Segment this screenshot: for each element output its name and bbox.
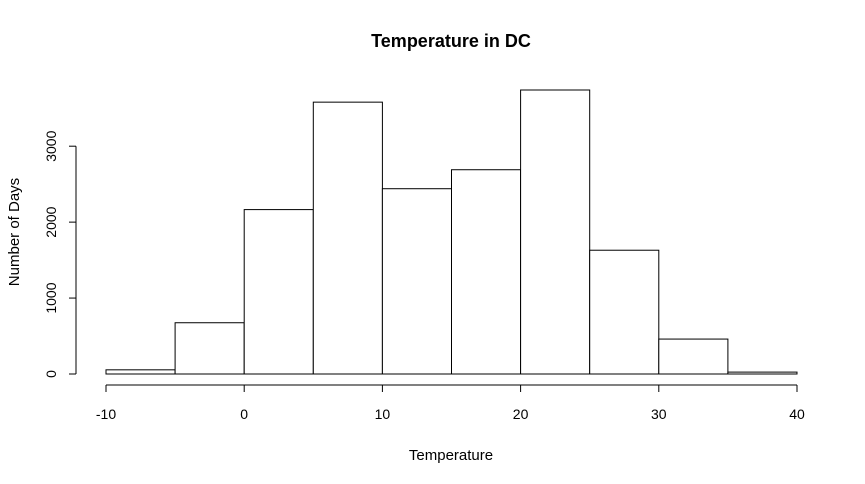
- histogram-bar-7: [589, 249, 660, 375]
- x-tick-label: 40: [789, 406, 805, 422]
- histogram-bar-3: [312, 101, 383, 375]
- y-axis-label: Number of Days: [6, 178, 23, 286]
- histogram-bar-8: [658, 338, 729, 375]
- y-axis: 0 1000 2000 3000: [43, 130, 77, 378]
- x-tick-label: 30: [651, 406, 667, 422]
- x-tick-label: 0: [240, 406, 248, 422]
- histogram-bar-4: [381, 188, 452, 375]
- y-tick-label: 0: [43, 370, 59, 378]
- y-tick-label: 3000: [43, 130, 59, 161]
- x-tick-label: 20: [513, 406, 529, 422]
- histogram-bar-6: [520, 89, 591, 375]
- histogram-bar-1: [174, 322, 245, 375]
- x-axis: -10 0 10 20 30 40: [96, 384, 805, 422]
- y-tick-label: 1000: [43, 282, 59, 313]
- x-axis-label: Temperature: [409, 447, 493, 464]
- x-tick-label: -10: [96, 406, 116, 422]
- x-tick-label: 10: [375, 406, 391, 422]
- histogram-bar-5: [451, 169, 522, 375]
- histogram-bar-9: [727, 371, 798, 375]
- y-tick-label: 2000: [43, 206, 59, 237]
- histogram-bar-2: [243, 209, 314, 375]
- chart-title: Temperature in DC: [371, 31, 531, 51]
- bars-group: [105, 89, 798, 375]
- histogram-bar-0: [105, 369, 176, 375]
